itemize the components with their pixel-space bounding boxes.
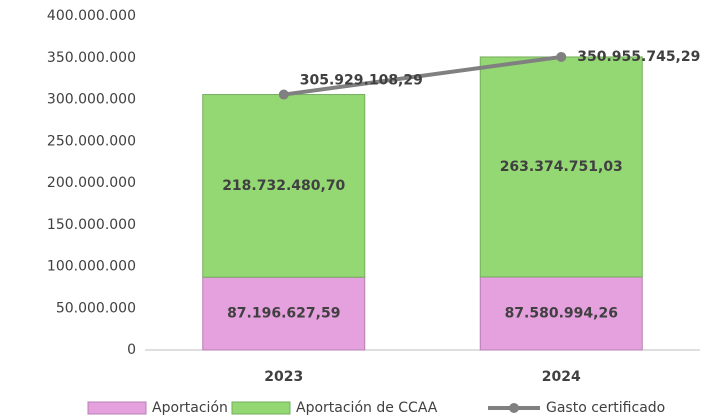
data-label: 87.196.627,59 [227,306,340,322]
y-tick-label: 200.000.000 [47,175,136,191]
line [283,54,562,97]
y-tick-label: 100.000.000 [47,259,136,275]
bar-segment [202,276,366,351]
data-label: 350.955.745,29 [577,49,700,65]
bar-segment [479,276,643,351]
y-tick-label: 0 [127,342,136,358]
data-label: 87.580.994,26 [505,305,618,321]
line-marker [278,89,289,100]
y-tick-label: 50.000.000 [56,300,136,316]
legend-swatch [87,401,147,415]
y-tick-label: 350.000.000 [47,50,136,66]
bar-segment [479,56,643,278]
y-tick-label: 400.000.000 [47,8,136,24]
bar-segment [202,94,366,278]
legend-label: Gasto certificado [546,400,665,416]
x-tick-label: 2024 [542,369,581,385]
line-marker [556,51,567,62]
data-label: 263.374.751,03 [500,159,623,175]
y-tick-label: 300.000.000 [47,92,136,108]
legend-swatch [509,403,519,413]
y-tick-label: 150.000.000 [47,217,136,233]
legend-label: Aportación de CCAA [296,400,438,416]
data-label: 218.732.480,70 [222,178,345,194]
data-label: 305.929.108,29 [300,73,423,89]
y-tick-label: 250.000.000 [47,133,136,149]
legend-swatch [231,401,291,415]
x-tick-label: 2023 [264,369,303,385]
